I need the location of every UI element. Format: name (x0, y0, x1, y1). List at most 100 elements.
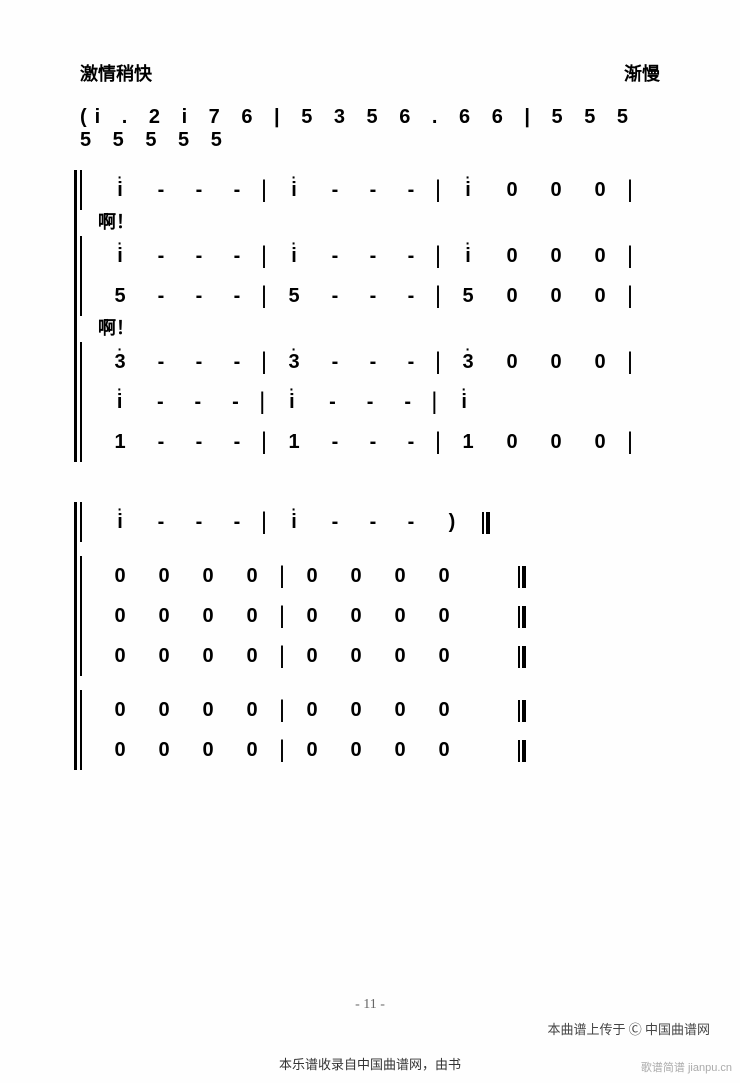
note-cell: 0 (186, 699, 230, 722)
note-cell: - (179, 391, 217, 414)
note-cell: 0 (230, 645, 274, 668)
note-cell: 0 (142, 605, 186, 628)
note-cell: 0 (98, 699, 142, 722)
note-cell: - (316, 351, 354, 374)
staff-row: i---|i---) (80, 502, 660, 542)
note-cell: 0 (578, 245, 622, 268)
note-cell: | (274, 696, 290, 724)
staff-row: 0000|0000 (80, 556, 660, 596)
note-cell: - (218, 245, 256, 268)
lyric: 啊！ (80, 314, 660, 340)
note-cell: - (218, 285, 256, 308)
note-cell: 1 (98, 431, 142, 454)
note-cell: - (141, 391, 179, 414)
note-cell: i (446, 245, 490, 268)
note-cell: - (142, 285, 180, 308)
note-cell: - (354, 245, 392, 268)
note-cell: 0 (230, 605, 274, 628)
note-cell: 0 (98, 739, 142, 762)
note-cell: - (392, 285, 430, 308)
note-cell: 0 (378, 605, 422, 628)
note-cell: 0 (578, 351, 622, 374)
note-cell: - (180, 351, 218, 374)
note-cell: - (142, 179, 180, 202)
note-cell: 0 (290, 645, 334, 668)
note-cell: | (427, 388, 443, 416)
note-cell: i (98, 179, 142, 202)
note-cell: i (98, 245, 142, 268)
note-cell: 0 (290, 739, 334, 762)
note-cell: 0 (490, 431, 534, 454)
note-cell: 5 (98, 285, 142, 308)
note-cell: 0 (142, 699, 186, 722)
note-cell (466, 645, 510, 668)
note-cell: 0 (142, 645, 186, 668)
note-cell: - (392, 245, 430, 268)
note-cell: i (272, 511, 316, 534)
note-cell: 0 (334, 739, 378, 762)
note-cell: - (180, 245, 218, 268)
note-cell: i (98, 511, 142, 534)
note-cell: | (274, 642, 290, 670)
note-cell: | (256, 428, 272, 456)
note-cell: 1 (272, 431, 316, 454)
note-cell: 0 (230, 565, 274, 588)
note-cell: | (256, 508, 272, 536)
note-cell: | (622, 242, 638, 270)
note-cell: 0 (422, 699, 466, 722)
note-cell: 0 (490, 351, 534, 374)
note-cell: 0 (230, 699, 274, 722)
note-cell: 0 (290, 605, 334, 628)
note-cell: 3 (272, 351, 316, 374)
note-cell: | (274, 602, 290, 630)
note-cell: - (180, 511, 218, 534)
note-cell: 0 (578, 179, 622, 202)
note-cell (466, 699, 510, 722)
note-cell: 0 (534, 179, 578, 202)
note-cell: 5 (272, 285, 316, 308)
note-cell: 0 (230, 739, 274, 762)
note-cell: 0 (534, 285, 578, 308)
note-cell (466, 739, 510, 762)
note-cell: i (272, 179, 316, 202)
note-cell: - (392, 431, 430, 454)
staff-row: 0000|0000 (80, 690, 660, 730)
note-cell: | (622, 176, 638, 204)
note-cell: - (354, 351, 392, 374)
note-cell: | (254, 388, 270, 416)
note-cell: i (98, 391, 142, 414)
note-cell: | (622, 348, 638, 376)
note-cell: - (180, 179, 218, 202)
note-cell: i (446, 179, 490, 202)
note-cell: 1 (446, 431, 490, 454)
note-cell: - (392, 511, 430, 534)
note-cell: 0 (378, 699, 422, 722)
note-cell: - (218, 179, 256, 202)
note-cell: 0 (490, 245, 534, 268)
note-cell: i (272, 245, 316, 268)
staff-row: 1---|1---|1000| (80, 422, 660, 462)
note-cell: - (354, 511, 392, 534)
note-cell: - (142, 245, 180, 268)
note-cell: 0 (142, 565, 186, 588)
note-cell (510, 736, 530, 764)
melody-line: (i . 2 i 7 6 | 5 3 5 6 . 6 6 | 5 5 5 5 5… (80, 106, 660, 152)
staff-row: i---|i---|i000| (80, 236, 660, 276)
footer-center: 本乐谱收录自中国曲谱网，由书 (279, 1054, 461, 1073)
note-cell: - (217, 391, 255, 414)
note-cell: | (622, 428, 638, 456)
note-cell: 0 (98, 645, 142, 668)
note-cell: - (392, 351, 430, 374)
note-cell: 0 (378, 645, 422, 668)
note-cell: 5 (446, 285, 490, 308)
note-cell: 0 (334, 699, 378, 722)
system-1: i---|i---|i000|啊！i---|i---|i000|5---|5--… (80, 170, 660, 462)
note-cell: 3 (446, 351, 490, 374)
note-cell (617, 391, 661, 414)
note-cell: 0 (422, 565, 466, 588)
note-cell: - (218, 511, 256, 534)
note-cell: - (351, 391, 389, 414)
note-cell: - (180, 285, 218, 308)
note-cell: 0 (186, 605, 230, 628)
note-cell: | (256, 242, 272, 270)
